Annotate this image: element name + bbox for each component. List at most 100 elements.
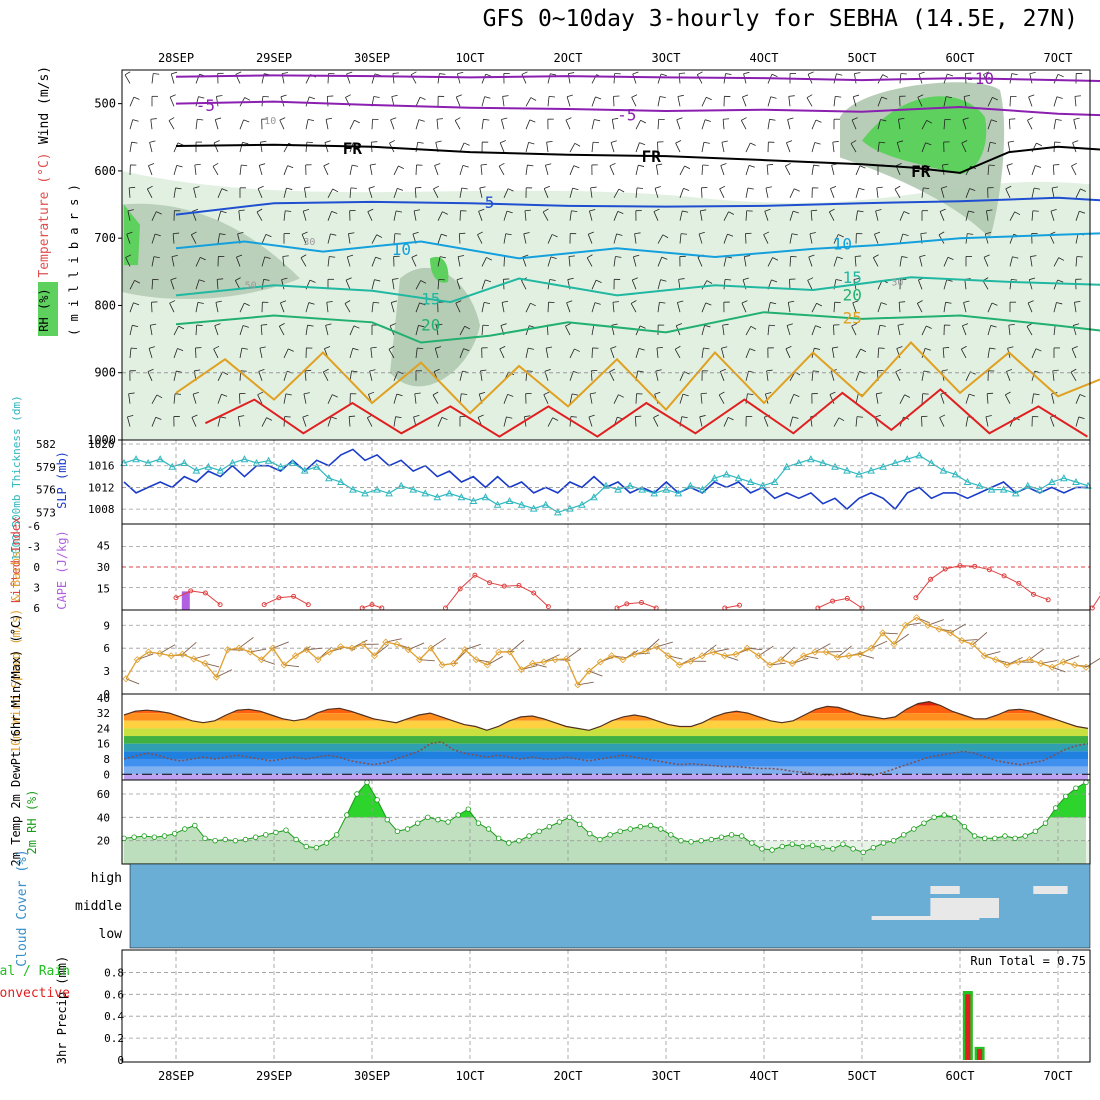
upper-wind-barb <box>767 325 770 336</box>
thickness-marker <box>794 458 803 466</box>
upper-wind-barb <box>877 119 881 130</box>
upper-wind-barb <box>725 73 732 75</box>
upper-wind-barb <box>477 414 484 418</box>
upper-wind-barb <box>412 231 419 235</box>
upper-wind-barb <box>807 71 814 75</box>
upper-wind-barb <box>483 302 491 305</box>
upper-wind-barb <box>879 141 886 144</box>
upper-wind-barb <box>347 254 354 258</box>
upper-wind-barb <box>238 210 241 221</box>
temperature-legend-label: Temperature (°C) <box>37 152 52 277</box>
lifted-index-marker <box>188 588 194 594</box>
upper-wind-barb <box>877 302 882 313</box>
upper-wind-barb <box>263 279 270 281</box>
lifted-index-marker <box>202 590 208 596</box>
upper-wind-barb <box>327 256 330 267</box>
thickness-marker <box>1060 474 1068 482</box>
upper-wind-barb <box>588 414 595 418</box>
upper-wind-barb <box>217 210 222 221</box>
upper-wind-barb <box>656 347 659 358</box>
upper-wind-barb <box>459 165 464 176</box>
wind-speed-marker <box>754 652 763 660</box>
rh-marker <box>1022 833 1028 839</box>
lifted-index-line <box>616 601 657 609</box>
upper-wind-barb <box>1075 233 1079 244</box>
upper-wind-barb <box>459 348 464 359</box>
upper-wind-barb <box>547 302 549 313</box>
thickness-marker <box>963 477 972 485</box>
upper-wind-barb <box>742 94 749 98</box>
upper-wind-barb <box>433 368 440 372</box>
lifted-index-marker <box>972 563 978 569</box>
rh-marker <box>647 822 654 829</box>
lifted-index-tick-label: -3 <box>27 541 40 554</box>
upper-wind-barb <box>217 278 224 280</box>
upper-wind-barb <box>411 257 417 267</box>
rh-marker <box>435 816 441 823</box>
upper-wind-barb <box>151 233 156 244</box>
upper-wind-barb <box>498 166 505 176</box>
upper-wind-barb <box>153 73 160 75</box>
wind-barb <box>837 645 852 658</box>
rh-legend-swatch <box>38 282 58 336</box>
upper-wind-barb <box>437 256 441 267</box>
upper-wind-barb <box>220 210 227 214</box>
upper-wind-barb <box>771 73 778 77</box>
upper-wind-barb <box>989 347 996 350</box>
upper-wind-barb <box>833 325 835 336</box>
upper-wind-barb <box>586 254 593 259</box>
wind-barb <box>927 619 944 626</box>
upper-wind-barb <box>546 140 553 143</box>
upper-wind-barb <box>728 211 735 215</box>
lifted-index-marker <box>487 580 493 586</box>
upper-wind-barb <box>678 278 685 280</box>
upper-wind-barb <box>125 254 132 258</box>
upper-wind-barb <box>390 117 397 121</box>
temp-color-band <box>122 694 1090 698</box>
upper-wind-barb <box>679 188 684 198</box>
upper-wind-barb <box>809 233 813 244</box>
upper-wind-barb <box>300 257 307 267</box>
wind-speed-marker <box>935 625 943 633</box>
upper-wind-barb <box>214 323 221 326</box>
thickness-marker <box>915 451 924 459</box>
upper-wind-barb <box>459 210 461 221</box>
thickness-marker <box>445 489 454 497</box>
upper-wind-barb <box>479 392 486 395</box>
upper-wind-barb <box>1032 210 1039 212</box>
upper-wind-barb <box>1026 323 1033 327</box>
upper-wind-barb <box>945 96 953 99</box>
upper-wind-barb <box>1009 256 1013 267</box>
wind-speed-marker <box>675 661 683 669</box>
upper-wind-barb <box>941 186 948 189</box>
isotherm-line <box>175 196 1100 216</box>
upper-wind-barb <box>282 72 289 75</box>
upper-wind-barb <box>436 325 439 336</box>
thickness-marker <box>240 455 249 463</box>
upper-wind-barb <box>415 280 422 290</box>
upper-wind-barb <box>814 347 821 350</box>
upper-wind-barb <box>632 73 637 84</box>
upper-wind-barb <box>437 211 443 221</box>
upper-wind-barb <box>309 96 316 100</box>
upper-wind-barb <box>242 141 249 145</box>
upper-wind-barb <box>745 165 750 176</box>
upper-wind-barb <box>547 256 552 267</box>
upper-wind-barb <box>942 165 945 176</box>
contour-label: -10 <box>965 69 994 88</box>
thickness-marker <box>1011 489 1020 497</box>
upper-wind-barb <box>939 414 946 418</box>
x-tick-label-top: 30SEP <box>354 51 390 65</box>
thickness-marker <box>650 489 659 497</box>
upper-wind-barb <box>679 233 682 244</box>
upper-wind-barb <box>835 96 842 98</box>
upper-wind-barb <box>442 211 448 215</box>
upper-wind-barb <box>987 97 993 107</box>
contour-label: 25 <box>843 309 862 328</box>
upper-wind-barb <box>283 210 286 221</box>
upper-wind-barb <box>919 254 926 258</box>
upper-wind-barb <box>855 188 860 198</box>
thickness-marker <box>409 485 418 493</box>
wind-tick-label: 0 <box>103 688 110 701</box>
rh-tick-label: 20 <box>97 835 110 848</box>
